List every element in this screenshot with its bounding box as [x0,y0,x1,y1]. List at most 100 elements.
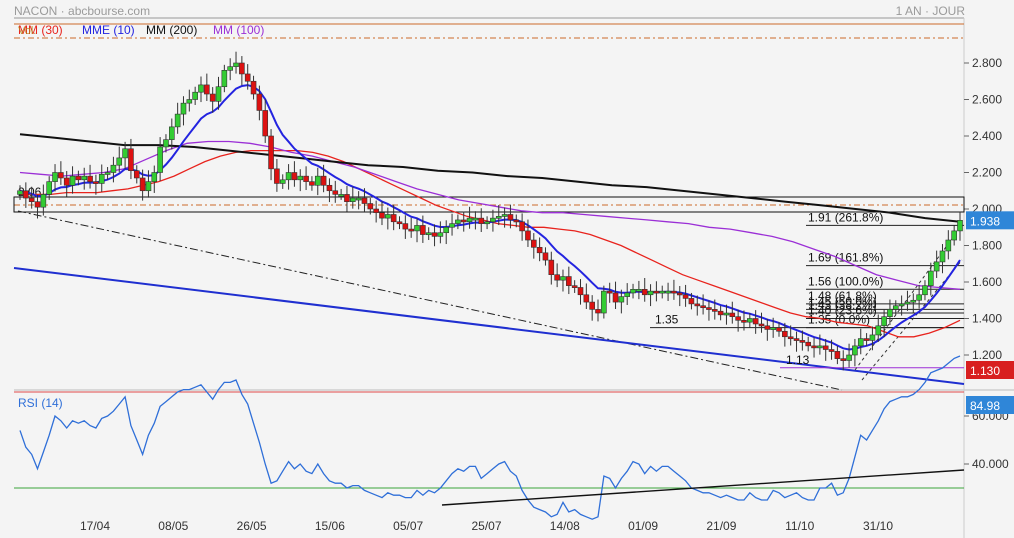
candle-body [139,177,146,192]
candle-body [840,358,847,361]
candle-body [198,84,204,93]
candle-body [455,219,461,224]
candle-body [554,274,560,281]
fib-level-label: 1.48 (61.8%) [808,289,877,303]
candle-body [916,294,922,301]
candle-body [145,181,152,192]
candle-body [536,247,543,254]
candle-body [163,139,169,148]
candle-body [951,230,957,241]
candle-body [314,175,321,186]
candle-body [589,301,595,310]
candle-body [367,203,374,210]
candle-body [279,179,286,184]
rsi-plot [14,355,965,520]
candle-body [262,110,269,137]
candle-body [928,270,934,286]
price-tick-label: 2.400 [972,129,1002,143]
candle-body [595,309,601,314]
candle-body [682,294,689,299]
candle-body [606,290,613,294]
candle-body [904,301,911,305]
candle-body [811,345,817,349]
candle-body [612,292,619,303]
candle-body [571,285,578,288]
price-tick-label: 2.800 [972,56,1002,70]
candle-body [507,214,514,221]
chart-title: NACON · abcbourse.com [14,4,151,18]
candle-body [227,66,233,71]
candle-body [128,148,134,171]
candle-body [215,86,222,102]
candle-body [898,303,905,307]
candle-body [169,126,175,140]
candle-body [320,175,327,186]
candle-body [110,164,117,173]
candle-body [122,148,128,159]
candle-body [735,316,741,321]
candle-body [233,62,239,67]
candle-body [945,239,952,252]
candle-body [799,340,806,343]
candle-body [209,93,216,102]
candle-body [490,217,496,223]
candle-body [566,276,572,286]
candle-body [69,175,76,186]
candle-body [770,327,776,330]
price-tick-label: 1.800 [972,239,1002,253]
candle-body [373,208,379,213]
candle-body [688,298,695,305]
rsi-legend: RSI (14) [18,396,63,410]
candle-body [747,318,753,323]
candle-body [706,307,712,310]
candle-body [793,338,800,341]
candle-body [601,290,607,314]
fib-level-label: 1.45 (50.0%) [808,294,877,308]
candle-body [291,172,298,181]
candle-body [23,190,29,199]
price-tick-label: 2.200 [972,166,1002,180]
candle-body [239,62,245,75]
candle-body [34,201,41,208]
candle-body [665,290,671,294]
candle-body [40,194,47,208]
rsi-tick-label: 40.000 [972,457,1009,471]
date-tick-label: 21/09 [706,519,736,533]
candle-body [939,250,946,263]
candle-body [221,70,228,88]
chart-overlays: 2.061.91 (261.8%)1.69 (161.8%)1.56 (100.… [13,23,965,391]
date-tick-label: 15/06 [315,519,345,533]
candle-body [297,175,304,181]
candle-body [98,174,105,184]
candle-body [694,303,701,307]
candle-body [519,221,525,232]
fib-level-label: 1.40 (23.6%) [808,304,877,318]
candle-body [834,351,841,359]
candle-body [414,225,420,232]
candle-body [361,197,368,204]
low-price-badge-bg [966,361,1014,379]
trend-line-blue [13,267,965,385]
candle-body [379,212,385,219]
candle-body [75,175,82,181]
low-price-badge: 1.130 [970,364,1000,378]
candle-body [852,345,858,356]
candle-body [828,349,835,352]
candle-body [87,175,93,182]
candle-body [869,334,876,341]
source-label: abcbourse.com [68,4,151,18]
candle-body [653,290,660,294]
date-tick-label: 05/07 [393,519,423,533]
candle-body [495,216,502,219]
candle-body [583,294,590,303]
candle-body [887,309,893,317]
candle-body [186,99,193,104]
date-tick-label: 17/04 [80,519,110,533]
candle-body [758,323,765,327]
date-tick-label: 11/10 [785,519,814,533]
candle-body [711,309,718,312]
price-tick-label: 1.600 [972,275,1002,289]
date-tick-label: 25/07 [471,519,501,533]
